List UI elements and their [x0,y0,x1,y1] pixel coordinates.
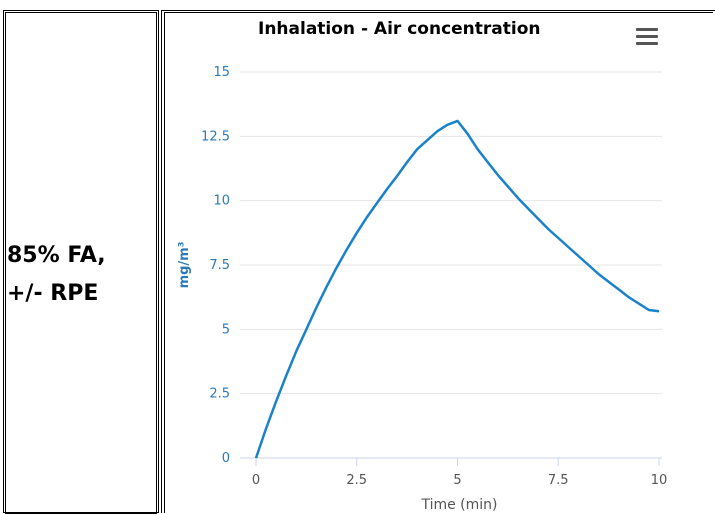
table-cell-chart [161,10,715,513]
scenario-label-line-1: 85% FA, [7,243,106,268]
table-cell-chart-inner-border [164,12,713,513]
scenario-label-line-2: +/- RPE [7,281,99,306]
hamburger-menu-icon[interactable] [636,28,658,46]
chart-title: Inhalation - Air concentration [258,19,541,39]
